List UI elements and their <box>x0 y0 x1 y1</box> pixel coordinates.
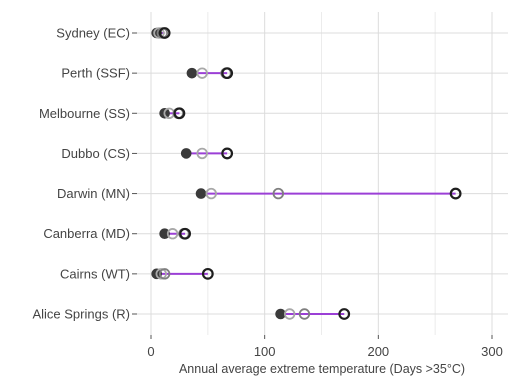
segments <box>156 32 456 315</box>
data-point <box>159 228 170 240</box>
category-labels: Sydney (EC) Perth (SSF) Melbourne (SS) Dubb… <box>32 26 137 322</box>
category-label: Cairns (WT) <box>60 266 130 281</box>
grid <box>137 12 508 335</box>
data-point <box>195 188 207 199</box>
category-label: Alice Springs (R) <box>32 307 130 322</box>
data-point <box>221 147 234 160</box>
data-point <box>221 67 234 80</box>
data-point <box>158 27 171 39</box>
data-point <box>283 308 296 320</box>
data-point <box>180 148 192 159</box>
category-label: Melbourne (SS) <box>39 106 130 121</box>
data-point <box>186 67 198 79</box>
data-point <box>166 228 179 240</box>
data-point <box>449 187 462 200</box>
x-axis-title: Annual average extreme temperature (Days… <box>179 362 465 376</box>
data-point <box>338 308 351 320</box>
category-label: Darwin (MN) <box>57 186 130 201</box>
data-point <box>275 308 286 320</box>
data-point <box>173 107 186 120</box>
points <box>151 27 462 320</box>
category-label: Perth (SSF) <box>61 66 130 81</box>
data-point <box>201 267 214 280</box>
x-tick-label: 100 <box>254 344 276 359</box>
category-label: Sydney (EC) <box>56 26 130 41</box>
data-point <box>196 147 208 160</box>
data-point <box>153 27 165 39</box>
data-point <box>179 227 192 240</box>
x-tick-label: 200 <box>367 344 389 359</box>
data-point <box>155 268 167 280</box>
data-point <box>196 67 208 79</box>
category-label: Canberra (MD) <box>43 226 130 241</box>
data-point <box>298 308 311 320</box>
x-tick-label: 300 <box>481 344 503 359</box>
data-point <box>158 268 171 280</box>
data-point <box>272 187 285 200</box>
category-label: Dubbo (CS) <box>61 146 130 161</box>
x-axis-ticks: 0 100 200 300 <box>147 335 503 359</box>
x-tick-label: 0 <box>147 344 154 359</box>
data-point <box>205 187 217 200</box>
